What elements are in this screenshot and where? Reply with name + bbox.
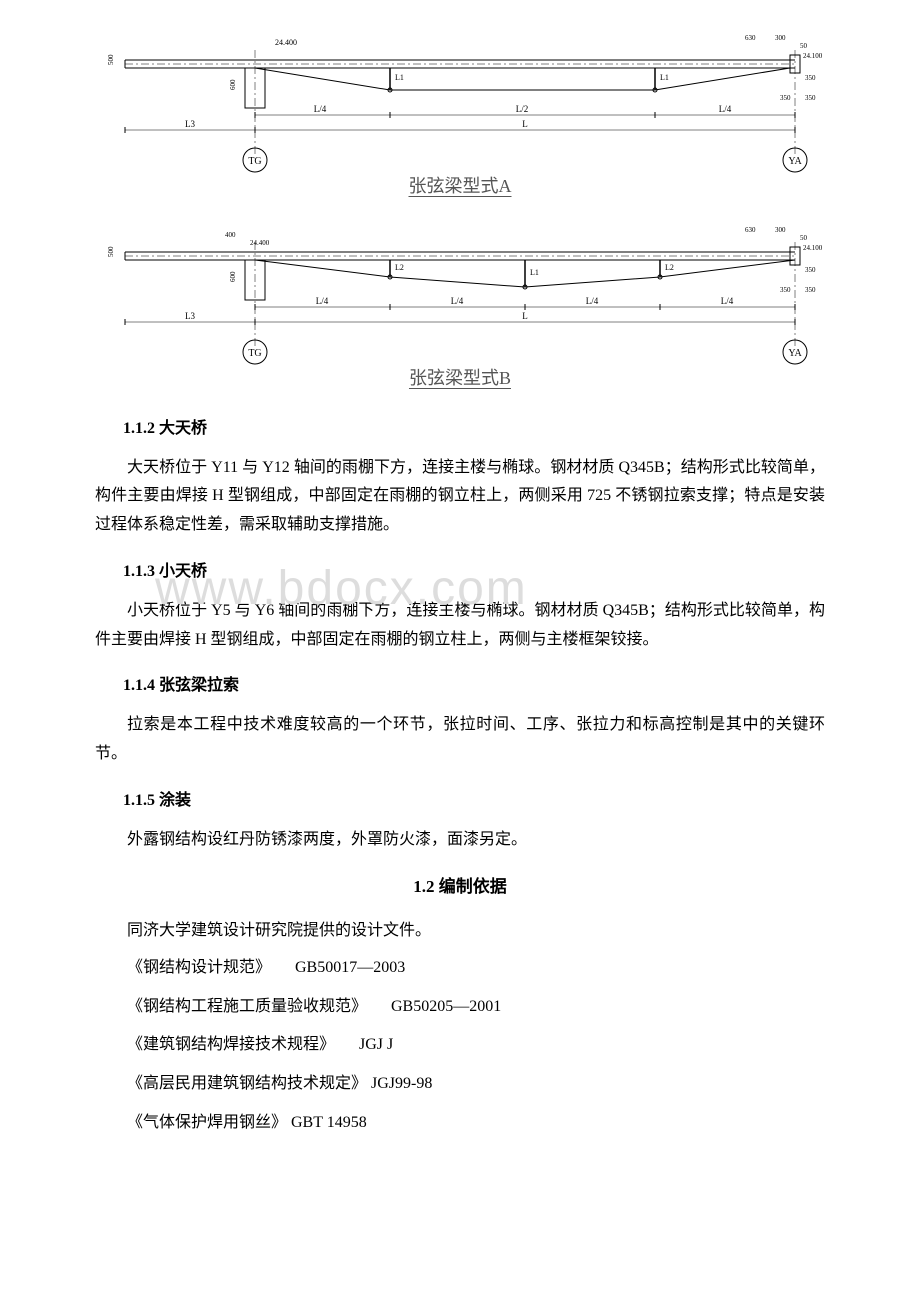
reference-0: 《钢结构设计规范》 GB50017—2003 (95, 954, 825, 983)
axis-b-right: YA (788, 348, 802, 359)
dim-b-top3: 300 (775, 226, 786, 234)
dim-b-l: L (522, 311, 528, 321)
dim-a-l: L (522, 119, 528, 129)
dim-b-top2: 630 (745, 226, 756, 234)
axis-a-left: TG (248, 156, 261, 167)
strut-b-3: L2 (665, 263, 674, 272)
dim-a-r4: 350 (805, 94, 816, 102)
diagram-b-svg: L/4 L/4 L/4 L/4 L3 L TG YA 400 24.400 63… (95, 222, 825, 367)
dim-a-top2: 630 (745, 34, 756, 42)
dim-b-left2: 600 (229, 271, 237, 282)
reference-4: 《气体保护焊用钢丝》 GBT 14958 (95, 1109, 825, 1138)
dim-a-top4: 50 (800, 42, 808, 50)
reference-1: 《钢结构工程施工质量验收规范》 GB50205—2001 (95, 993, 825, 1022)
body-114: 拉索是本工程中技术难度较高的一个环节，张拉时间、工序、张拉力和标高控制是其中的关… (95, 711, 825, 769)
dim-b-span2: L/4 (451, 296, 464, 306)
dim-b-span1: L/4 (316, 296, 329, 306)
body-112: 大天桥位于 Y11 与 Y12 轴间的雨棚下方，连接主楼与椭球。钢材材质 Q34… (95, 454, 825, 540)
dim-b-r2: 350 (805, 266, 816, 274)
dim-b-left1: 500 (107, 246, 115, 257)
diagram-b: L/4 L/4 L/4 L/4 L3 L TG YA 400 24.400 63… (95, 222, 825, 367)
diagram-a-container: L/4 L/2 L/4 L3 L TG YA 24.400 630 300 50… (95, 30, 825, 202)
strut-a-2: L1 (660, 73, 669, 82)
reference-2: 《建筑钢结构焊接技术规程》 JGJ J (95, 1031, 825, 1060)
dim-b-top1: 24.400 (250, 239, 270, 247)
dim-a-r2: 350 (805, 74, 816, 82)
dim-a-left2: 600 (229, 79, 237, 90)
heading-115: 1.1.5 涂装 (95, 787, 825, 816)
basis-intro: 同济大学建筑设计研究院提供的设计文件。 (95, 917, 825, 946)
reference-3: 《高层民用建筑钢结构技术规定》 JGJ99-98 (95, 1070, 825, 1099)
strut-b-2: L1 (530, 268, 539, 277)
main-heading-12: 1.2 编制依据 (95, 872, 825, 903)
axis-b-left: TG (248, 348, 261, 359)
strut-b-1: L2 (395, 263, 404, 272)
diagram-a-svg: L/4 L/2 L/4 L3 L TG YA 24.400 630 300 50… (95, 30, 825, 175)
dim-a-span3: L/4 (719, 104, 732, 114)
dim-a-span2: L/2 (516, 104, 529, 114)
strut-a-1: L1 (395, 73, 404, 82)
dim-b-top0: 400 (225, 231, 236, 239)
dim-b-span4: L/4 (721, 296, 734, 306)
dim-a-r1: 24.100 (803, 52, 823, 60)
body-115: 外露钢结构设红丹防锈漆两度，外罩防火漆，面漆另定。 (95, 826, 825, 855)
dim-a-span1: L/4 (314, 104, 327, 114)
dim-b-r4: 350 (805, 286, 816, 294)
dim-b-span3: L/4 (586, 296, 599, 306)
dim-b-top4: 50 (800, 234, 808, 242)
dim-b-r3: 350 (780, 286, 791, 294)
diagram-a: L/4 L/2 L/4 L3 L TG YA 24.400 630 300 50… (95, 30, 825, 175)
heading-112: 1.1.2 大天桥 (95, 415, 825, 444)
dim-a-r3: 350 (780, 94, 791, 102)
heading-114: 1.1.4 张弦梁拉索 (95, 672, 825, 701)
dim-b-l3: L3 (185, 311, 195, 321)
diagram-b-container: L/4 L/4 L/4 L/4 L3 L TG YA 400 24.400 63… (95, 222, 825, 394)
dim-b-r1: 24.100 (803, 244, 823, 252)
dim-a-left1: 500 (107, 54, 115, 65)
dim-a-top1: 24.400 (275, 38, 297, 47)
body-113: 小天桥位于 Y5 与 Y6 轴间的雨棚下方，连接主楼与椭球。钢材材质 Q345B… (95, 597, 825, 655)
heading-113: 1.1.3 小天桥 (95, 558, 825, 587)
axis-a-right: YA (788, 156, 802, 167)
dim-a-l3: L3 (185, 119, 195, 129)
dim-a-top3: 300 (775, 34, 786, 42)
